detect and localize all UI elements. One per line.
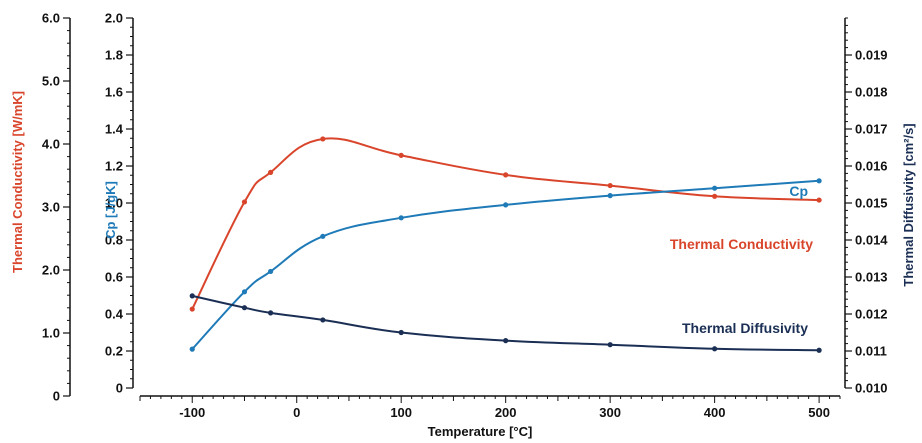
td-tick-label: 0.018 [855,85,888,100]
td-tick-label: 0.016 [855,159,888,174]
cp-tick-label: 0.8 [105,233,123,248]
data-point-thermal-diffusivity [607,342,613,348]
data-point-thermal-conductivity [398,152,404,158]
series-label-thermal-conductivity: Thermal Conductivity [670,236,813,252]
cp-tick-label: 2.0 [105,11,123,26]
cp-tick-label: 0.6 [105,270,123,285]
data-point-thermal-diffusivity [320,317,326,323]
td-tick-label: 0.010 [855,381,888,396]
tc-tick-label: 6.0 [42,11,60,26]
data-point-thermal-conductivity [189,306,195,312]
tc-tick-label: 5.0 [42,74,60,89]
data-point-cp [398,215,404,221]
tc-tick-label: 4.0 [42,137,60,152]
data-point-thermal-conductivity [503,172,509,178]
tc-tick-label: 1.0 [42,326,60,341]
series-line-thermal-conductivity [191,137,820,310]
x-tick-label: 300 [599,405,621,420]
cp-tick-label: 0.2 [105,344,123,359]
cp-axis-title: Cp [J/gK] [103,181,118,239]
data-point-thermal-conductivity [712,193,718,199]
data-point-cp [503,202,509,208]
data-point-thermal-diffusivity [189,293,195,299]
cp-tick-label: 0 [116,381,123,396]
tc-tick-label: 0 [53,389,60,404]
x-tick-label: -100 [179,405,205,420]
x-axis-title: Temperature [°C] [428,424,533,439]
tc-tick-label: 2.0 [42,263,60,278]
cp-tick-label: 1.6 [105,85,123,100]
data-point-thermal-conductivity [267,169,274,175]
tc-tick-label: 3.0 [42,200,60,215]
series-layer [189,136,822,353]
axes: -100 0 100 200 300 400 500 0 1.0 2.0 3.0 4.0 5.0 6.0 0… [42,11,888,421]
td-tick-label: 0.013 [855,270,888,285]
data-point-thermal-diffusivity [816,347,822,353]
data-point-thermal-conductivity [816,197,822,203]
cp-tick-label: 1.8 [105,48,123,63]
td-tick-label: 0.015 [855,196,888,211]
td-tick-label: 0.017 [855,122,888,137]
data-point-thermal-conductivity [241,199,248,205]
x-tick-label: 100 [390,405,412,420]
data-point-cp [267,268,274,275]
x-tick-label: 400 [704,405,726,420]
td-tick-label: 0.011 [855,344,887,359]
labels-layer: Temperature [°C] Thermal Conductivity [W… [10,91,916,439]
data-point-thermal-diffusivity [267,310,274,316]
td-tick-label: 0.012 [855,307,888,322]
data-point-cp [607,193,613,199]
series-label-cp: Cp [789,183,808,199]
series-line-thermal-diffusivity [192,294,820,352]
tc-axis-title: Thermal Conductivity [W/mK] [10,91,25,273]
data-point-thermal-conductivity [607,182,613,189]
cp-tick-label: 1.0 [105,196,123,211]
x-tick-label: 200 [495,405,517,420]
x-tick-label: 500 [808,405,830,420]
data-point-thermal-diffusivity [398,329,404,336]
cp-tick-label: 1.4 [105,122,124,137]
data-point-thermal-diffusivity [241,305,248,311]
data-point-cp [320,233,326,239]
data-point-cp [189,346,195,352]
data-point-thermal-diffusivity [712,346,718,352]
data-point-thermal-diffusivity [503,338,509,344]
td-tick-label: 0.019 [855,48,888,63]
series-label-thermal-diffusivity: Thermal Diffusivity [682,320,808,336]
data-point-cp [816,178,822,184]
data-point-cp [712,185,718,191]
x-tick-label: 0 [293,405,300,420]
td-tick-label: 0.014 [855,233,888,248]
td-axis-title: Thermal Diffusivity [cm²/s] [901,123,916,286]
series-line-cp [191,179,820,350]
data-point-thermal-conductivity [320,136,326,142]
data-point-cp [241,289,248,295]
cp-tick-label: 1.2 [105,159,123,174]
cp-tick-label: 0.4 [105,307,124,322]
